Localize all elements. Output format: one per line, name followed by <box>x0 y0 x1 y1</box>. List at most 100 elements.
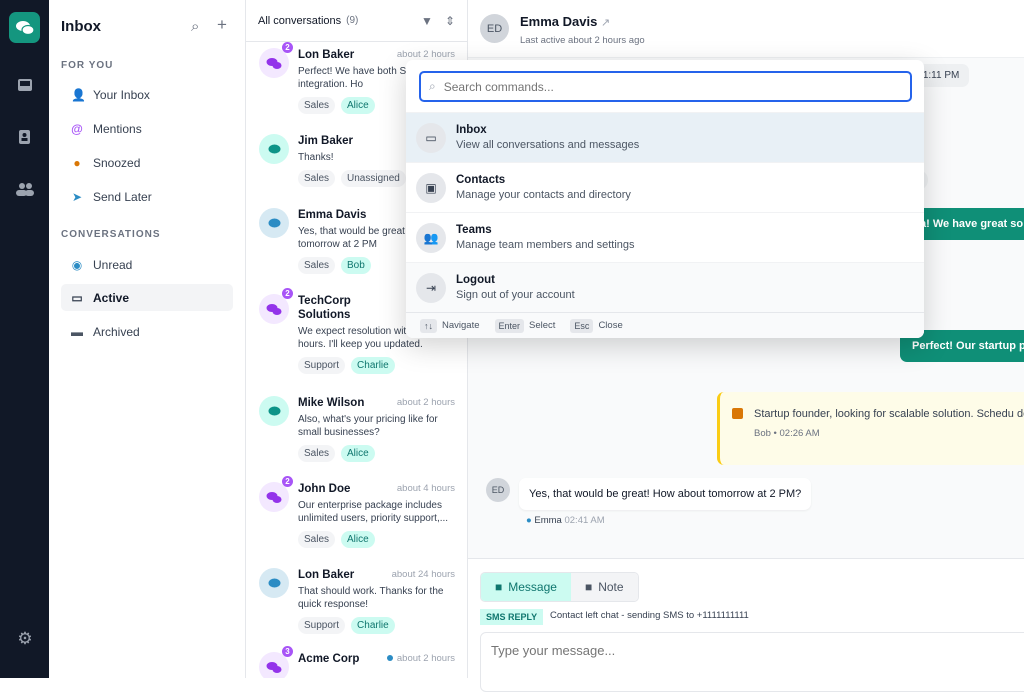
message-preview: We expect resolution within 2 hours. I'l… <box>298 326 428 350</box>
chat-header: ED Emma Davis ↗ Last active about 2 hour… <box>468 0 1024 58</box>
list-header: All conversations (9) ▼ ⇕ <box>246 0 467 42</box>
conversation-time: about 2 hours <box>396 397 455 408</box>
conversation-item[interactable]: 2 Lon Baker about 2 hours Perfect! We have … <box>246 42 467 114</box>
sidebar-item-label: Active <box>93 290 130 305</box>
message-icon: ■ <box>495 580 503 594</box>
sms-info: Contact left chat - sending SMS to +1111… <box>550 610 749 621</box>
avatar: ED <box>480 14 509 43</box>
conversation-item[interactable]: Emma DavisaboYes, that would be great ab… <box>246 208 467 274</box>
command-label: Inbox <box>456 124 487 136</box>
sidebar-item-label: Your Inbox <box>93 87 150 102</box>
inbox-sidebar: Inbox ⌕ + FOR YOU 👤 Your Inbox @ Mentions … <box>49 0 246 678</box>
inbox-tag[interactable]: Sales <box>298 257 336 274</box>
search-icon[interactable]: ⌕ <box>191 18 200 35</box>
sidebar-item-label: Mentions <box>93 121 142 136</box>
inbox-icon: ▭ <box>416 122 446 153</box>
contact-name: Lon Baker <box>298 569 355 581</box>
inbox-tag[interactable]: Support <box>298 357 346 374</box>
command-label: Contacts <box>456 174 506 186</box>
users-icon[interactable] <box>14 178 36 200</box>
command-teams[interactable]: 👥 Teams Manage team members and settings <box>406 212 924 262</box>
inbox-tag[interactable]: Sales <box>298 97 336 114</box>
sidebar-item-unread[interactable]: ◉ Unread <box>61 251 233 278</box>
contact-name: Emma Davis <box>298 209 367 221</box>
message-preview: That should work. Thanks for the quick r… <box>298 586 444 610</box>
sidebar-item-label: Snoozed <box>93 155 141 170</box>
contact-name: Lon Baker <box>298 49 355 61</box>
sidebar-item-your-inbox[interactable]: 👤 Your Inbox <box>61 81 233 108</box>
sidebar-item-mentions[interactable]: @ Mentions <box>61 115 233 142</box>
sidebar-item-label: Archived <box>93 324 140 339</box>
conversation-time: about 24 hours <box>391 569 455 580</box>
conversation-item[interactable]: 3 Acme Corp about 2 hours <box>246 646 467 678</box>
contacts-icon: ▣ <box>416 172 446 203</box>
command-description: View all conversations and messages <box>456 139 640 151</box>
note-icon <box>732 408 743 419</box>
at-icon: @ <box>71 121 83 136</box>
sort-icon[interactable]: ⇕ <box>444 13 455 28</box>
assignee-tag[interactable]: Charlie <box>351 617 395 634</box>
avatar: ED <box>486 478 510 502</box>
command-search[interactable]: ⌕ <box>419 71 912 102</box>
command-search-input[interactable] <box>443 79 884 94</box>
command-inbox[interactable]: ▭ Inbox View all conversations and message… <box>406 112 924 162</box>
note-icon: ■ <box>584 580 593 594</box>
message-preview: Thanks! <box>298 152 334 163</box>
external-link-icon[interactable]: ↗ <box>600 17 611 29</box>
sidebar-item-snoozed[interactable]: ● Snoozed <box>61 149 233 176</box>
contact-name: John Doe <box>298 483 351 495</box>
private-note: Startup founder, looking for scalable so… <box>717 392 1024 465</box>
message-input[interactable] <box>480 632 1024 692</box>
conversation-item[interactable]: Lon Baker about 24 hours That should work.… <box>246 568 467 634</box>
plus-icon[interactable]: + <box>217 15 227 34</box>
sidebar-item-archived[interactable]: ▬ Archived <box>61 318 233 345</box>
channel-icon <box>259 208 289 238</box>
circle-dot-icon: ◉ <box>71 257 83 272</box>
message-preview: Also, what's your pricing like for small… <box>298 414 438 438</box>
command-contacts[interactable]: ▣ Contacts Manage your contacts and direct… <box>406 162 924 212</box>
inbox-icon: ▭ <box>71 290 83 305</box>
sidebar-item-send-later[interactable]: ➤ Send Later <box>61 183 233 210</box>
conversation-item[interactable]: Mike Wilson about 2 hours Also, what's you… <box>246 396 467 462</box>
assignee-tag[interactable]: Charlie <box>351 357 395 374</box>
inbox-tag[interactable]: Sales <box>298 170 336 187</box>
command-logout[interactable]: ⇥ Logout Sign out of your account <box>406 262 924 312</box>
tab-note[interactable]: ■ Note <box>570 573 638 601</box>
inbox-tag[interactable]: Sales <box>298 531 336 548</box>
sidebar-item-active[interactable]: ▭ Active <box>61 284 233 311</box>
conversation-item[interactable]: 2 John Doe about 4 hours Our enterprise pac… <box>246 476 467 548</box>
unread-badge: 2 <box>282 42 293 53</box>
assignee-tag[interactable]: Alice <box>341 97 375 114</box>
settings-icon[interactable]: ⚙ <box>17 629 33 648</box>
assignee-tag[interactable]: Alice <box>341 445 375 462</box>
inbox-tag[interactable]: Sales <box>298 445 336 462</box>
key-hint: Esc <box>570 318 594 333</box>
command-label: Teams <box>456 224 492 236</box>
filter-icon[interactable]: ▼ <box>421 13 433 28</box>
channel-icon <box>259 482 289 512</box>
tab-message[interactable]: ■ Message <box>481 573 571 601</box>
inbox-tag[interactable]: Support <box>298 617 346 634</box>
app-logo-icon[interactable] <box>9 12 40 43</box>
contacts-icon[interactable] <box>14 126 36 148</box>
unread-badge: 2 <box>282 476 293 487</box>
contact-status: Last active about 2 hours ago <box>520 35 645 46</box>
contact-name[interactable]: Emma Davis ↗ <box>520 14 611 29</box>
conversation-count: (9) <box>346 15 359 26</box>
incoming-message: Yes, that would be great! How about tomo… <box>519 478 812 510</box>
unread-badge: 3 <box>282 646 293 657</box>
unread-badge: 2 <box>282 288 293 299</box>
key-hint-label: Navigate <box>442 320 480 331</box>
assignee-tag[interactable]: Bob <box>341 257 371 274</box>
key-hint-label: Close <box>598 320 623 331</box>
contact-name: TechCorp Solutions <box>298 295 351 321</box>
composer: ■ Message ■ Note SMS REPLY Contact left ch… <box>468 558 1024 692</box>
assignee-tag[interactable]: Unassigned <box>341 170 406 187</box>
sidebar-item-label: Unread <box>93 257 133 272</box>
channel-icon <box>259 134 289 164</box>
message-meta: ● Emma 02:41 AM <box>526 515 605 526</box>
assignee-tag[interactable]: Alice <box>341 531 375 548</box>
inbox-icon[interactable] <box>14 74 36 96</box>
